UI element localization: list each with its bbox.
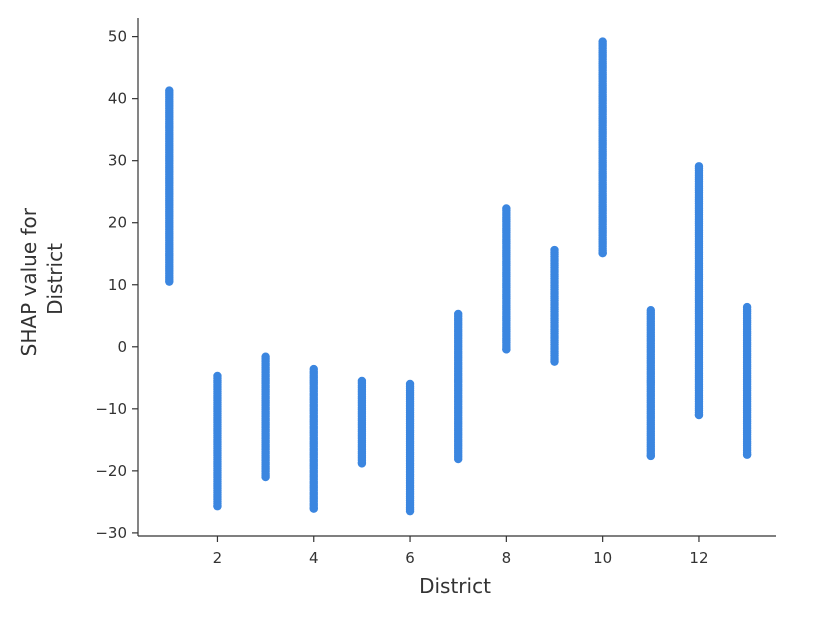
y-ticks: −30 −20 −10 0 10 20 30 40 50 [95, 28, 138, 542]
scatter-point [454, 454, 463, 464]
y-axis-label-line-1: SHAP value for [17, 207, 41, 356]
x-tick-label: 6 [405, 549, 415, 567]
x-tick-label: 12 [689, 549, 708, 567]
y-axis-label-line-2: District [43, 243, 67, 315]
y-tick-label: −10 [95, 400, 127, 418]
scatter-point [357, 459, 367, 468]
scatter-point [261, 472, 270, 482]
x-tick-label: 2 [213, 549, 223, 567]
scatter-point [646, 451, 656, 461]
x-axis-label: District [419, 574, 491, 598]
scatter-point [502, 345, 511, 354]
points-layer [165, 37, 752, 516]
scatter-point [742, 450, 752, 459]
y-tick-label: 40 [108, 90, 127, 108]
y-tick-label: 0 [117, 338, 127, 356]
scatter-point [405, 506, 415, 516]
scatter-point [694, 410, 704, 420]
axes-layer [137, 18, 776, 537]
x-tick-label: 10 [593, 549, 612, 567]
y-tick-label: 50 [108, 28, 127, 46]
x-ticks: 2 4 6 8 10 12 [213, 536, 709, 567]
scatter-point [213, 502, 222, 511]
scatter-point [309, 504, 318, 513]
y-tick-label: −30 [95, 524, 127, 542]
y-tick-label: −20 [95, 462, 127, 480]
x-tick-label: 4 [309, 549, 319, 567]
x-tick-label: 8 [502, 549, 512, 567]
y-tick-label: 30 [108, 152, 127, 170]
scatter-point [165, 277, 174, 286]
y-tick-label: 10 [108, 276, 127, 294]
scatter-point [598, 248, 607, 258]
y-tick-label: 20 [108, 214, 127, 232]
y-axis-label: SHAP value for District [17, 202, 67, 357]
scatter-point [550, 357, 559, 366]
